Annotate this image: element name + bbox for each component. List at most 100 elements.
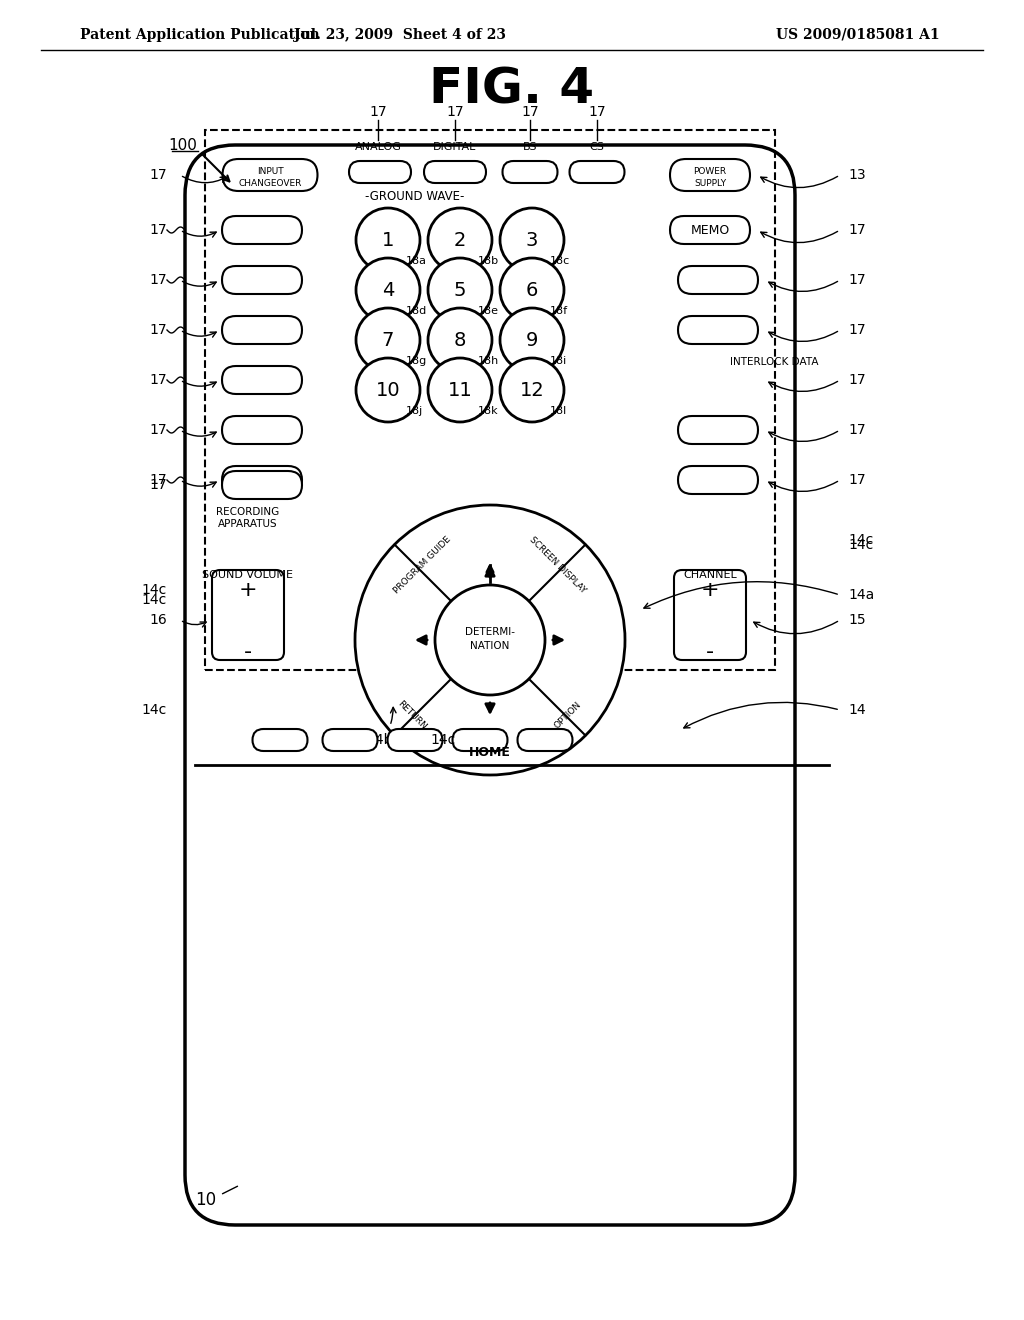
Text: INTERLOCK DATA: INTERLOCK DATA (730, 356, 818, 367)
Text: CHANGEOVER: CHANGEOVER (239, 178, 302, 187)
FancyBboxPatch shape (185, 145, 795, 1225)
Text: BS: BS (522, 143, 538, 152)
Text: 7: 7 (382, 330, 394, 350)
Text: 18e: 18e (478, 306, 499, 315)
Text: CS: CS (590, 143, 604, 152)
Text: 14c: 14c (141, 593, 167, 607)
Text: 11: 11 (447, 380, 472, 400)
Text: SOUND VOLUME: SOUND VOLUME (203, 570, 294, 579)
Text: 17: 17 (150, 422, 167, 437)
FancyBboxPatch shape (323, 729, 378, 751)
Text: NATION: NATION (470, 642, 510, 651)
Circle shape (428, 257, 492, 322)
FancyBboxPatch shape (222, 416, 302, 444)
FancyBboxPatch shape (517, 729, 572, 751)
Text: 14c: 14c (848, 533, 873, 546)
Text: 13: 13 (848, 168, 865, 182)
FancyBboxPatch shape (503, 161, 557, 183)
Text: 18l: 18l (550, 407, 567, 416)
Bar (205, 129, 775, 671)
Circle shape (500, 257, 564, 322)
Text: 17: 17 (588, 106, 606, 119)
FancyBboxPatch shape (678, 466, 758, 494)
Text: 17: 17 (848, 223, 865, 238)
Text: 17: 17 (150, 374, 167, 387)
Text: Patent Application Publication: Patent Application Publication (80, 28, 319, 42)
Text: 14c: 14c (430, 733, 456, 747)
Text: US 2009/0185081 A1: US 2009/0185081 A1 (776, 28, 940, 42)
FancyBboxPatch shape (253, 729, 307, 751)
Circle shape (356, 308, 420, 372)
Text: 17: 17 (150, 273, 167, 286)
Text: PROGRAM GUIDE: PROGRAM GUIDE (391, 535, 453, 595)
Text: POWER: POWER (693, 168, 727, 177)
FancyBboxPatch shape (670, 158, 750, 191)
Text: 17: 17 (370, 106, 387, 119)
Text: APPARATUS: APPARATUS (218, 519, 278, 529)
FancyBboxPatch shape (453, 729, 508, 751)
Text: 14: 14 (848, 704, 865, 717)
Text: INPUT: INPUT (257, 168, 284, 177)
FancyBboxPatch shape (222, 471, 302, 499)
Text: 14c: 14c (141, 704, 167, 717)
Text: -: - (244, 642, 252, 663)
FancyBboxPatch shape (674, 570, 746, 660)
Circle shape (356, 209, 420, 272)
Text: HOME: HOME (469, 746, 511, 759)
Text: +: + (239, 579, 257, 601)
Text: 9: 9 (525, 330, 539, 350)
Text: 17: 17 (150, 223, 167, 238)
Circle shape (428, 358, 492, 422)
Circle shape (428, 209, 492, 272)
Text: 17: 17 (446, 106, 464, 119)
Circle shape (355, 506, 625, 775)
Circle shape (500, 308, 564, 372)
FancyBboxPatch shape (569, 161, 625, 183)
Circle shape (356, 358, 420, 422)
Text: 18a: 18a (406, 256, 427, 267)
Text: 4: 4 (382, 281, 394, 300)
Text: 2: 2 (454, 231, 466, 249)
Text: 18c: 18c (550, 256, 570, 267)
FancyBboxPatch shape (222, 267, 302, 294)
Text: 17: 17 (150, 478, 167, 492)
Text: 14a: 14a (848, 587, 874, 602)
Text: DIGITAL: DIGITAL (433, 143, 477, 152)
Text: 5: 5 (454, 281, 466, 300)
FancyBboxPatch shape (387, 729, 442, 751)
Text: 17: 17 (848, 422, 865, 437)
FancyBboxPatch shape (222, 466, 302, 494)
Text: ANALOG: ANALOG (354, 143, 401, 152)
FancyBboxPatch shape (678, 267, 758, 294)
Text: 14c: 14c (848, 539, 873, 552)
Text: 10: 10 (376, 380, 400, 400)
FancyBboxPatch shape (670, 216, 750, 244)
Text: DETERMI-: DETERMI- (465, 627, 515, 638)
Text: 17: 17 (150, 323, 167, 337)
Text: 18i: 18i (550, 356, 567, 366)
Text: 17: 17 (848, 374, 865, 387)
Text: RECORDING: RECORDING (216, 507, 280, 517)
Text: 17: 17 (848, 323, 865, 337)
Text: 6: 6 (525, 281, 539, 300)
Text: MEMO: MEMO (690, 223, 730, 236)
Text: -: - (706, 642, 714, 663)
Text: 14b: 14b (367, 733, 393, 747)
FancyBboxPatch shape (222, 315, 302, 345)
Circle shape (500, 209, 564, 272)
Text: 10: 10 (195, 1191, 216, 1209)
Text: 18b: 18b (478, 256, 499, 267)
FancyBboxPatch shape (678, 416, 758, 444)
FancyBboxPatch shape (424, 161, 486, 183)
Text: RETURN: RETURN (396, 698, 428, 731)
Text: 18j: 18j (406, 407, 423, 416)
Text: 17: 17 (848, 273, 865, 286)
Text: 14c: 14c (141, 583, 167, 597)
Text: OPTION: OPTION (553, 700, 584, 730)
Text: 18k: 18k (478, 407, 499, 416)
Text: FIG. 4: FIG. 4 (429, 66, 595, 114)
Text: 18g: 18g (406, 356, 427, 366)
Text: 15: 15 (848, 612, 865, 627)
FancyBboxPatch shape (212, 570, 284, 660)
Text: 17: 17 (150, 473, 167, 487)
